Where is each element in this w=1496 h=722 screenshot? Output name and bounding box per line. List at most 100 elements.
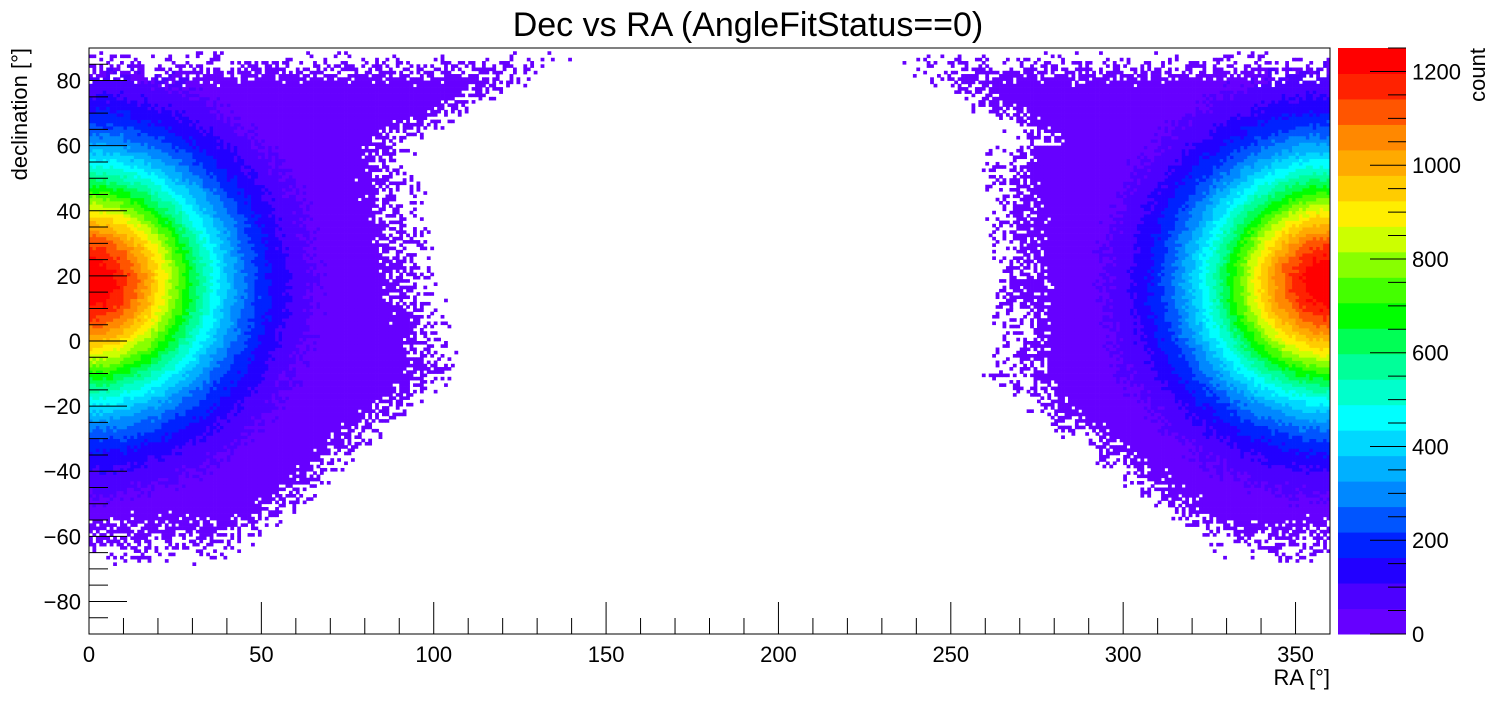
heatmap-cell [140,269,145,273]
heatmap-cell [195,187,200,192]
heatmap-cell [99,103,104,107]
heatmap-cell [154,90,159,94]
heatmap-cell [147,152,152,156]
heatmap-cell [171,152,176,156]
heatmap-cell [99,419,104,423]
heatmap-cell [182,383,186,387]
heatmap-cell [130,546,135,550]
heatmap-cell [99,520,104,524]
heatmap-cell [144,432,148,436]
heatmap-cell [171,533,176,537]
heatmap-cell [147,347,152,352]
heatmap-cell [168,347,173,352]
heatmap-cell [130,132,135,137]
heatmap-cell [137,542,142,547]
heatmap-cell [113,419,117,423]
heatmap-cell [120,178,124,182]
heatmap-cell [202,113,207,117]
heatmap-cell [126,311,131,316]
heatmap-cell [175,132,179,137]
heatmap-cell [164,393,169,397]
heatmap-cell [164,484,169,488]
heatmap-cell [192,490,197,495]
heatmap-cell [133,445,138,449]
heatmap-cell [109,350,114,355]
heatmap-cell [99,441,104,446]
heatmap-cell [199,187,204,192]
heatmap-cell [126,135,131,140]
heatmap-cell [140,412,145,417]
heatmap-cell [154,139,159,143]
heatmap-cell [123,510,128,514]
heatmap-cell [95,305,100,309]
heatmap-cell [175,158,179,163]
heatmap-cell [171,171,176,176]
heatmap-cell [92,347,97,352]
heatmap-cell [188,181,193,186]
heatmap-cell [116,77,121,81]
heatmap-cell [171,184,176,189]
heatmap-cell [126,93,131,98]
heatmap-cell [178,230,183,234]
heatmap-cell [144,363,148,368]
heatmap-cell [144,480,148,485]
heatmap-cell [147,435,152,440]
heatmap-cell [126,80,131,85]
heatmap-cell [102,331,107,335]
heatmap-cell [113,354,117,358]
heatmap-cell [99,106,104,111]
heatmap-cell [151,168,155,173]
heatmap-cell [120,510,124,514]
heatmap-cell [202,477,207,482]
heatmap-cell [185,396,190,400]
heatmap-cell [95,122,100,127]
heatmap-cell [120,445,124,449]
heatmap-cell [133,510,138,514]
heatmap-cell [137,220,142,225]
heatmap-cell [168,54,173,59]
heatmap-cell [192,210,197,215]
heatmap-cell [185,415,190,420]
heatmap-cell [92,152,97,156]
heatmap-cell [106,233,111,238]
heatmap-cell [140,126,145,130]
heatmap-cell [92,282,97,287]
heatmap-cell [95,256,100,260]
heatmap-cell [157,376,162,381]
heatmap-cell [116,500,121,505]
heatmap-cell [171,148,176,153]
heatmap-cell [92,275,97,280]
heatmap-cell [120,347,124,352]
heatmap-cell [202,266,207,270]
heatmap-cell [137,510,142,514]
heatmap-cells [89,51,1331,566]
heatmap-cell [92,220,97,225]
heatmap-cell [113,308,117,313]
heatmap-cell [192,409,197,413]
heatmap-cell [171,220,176,225]
heatmap-cell [137,145,142,150]
heatmap-cell [113,282,117,287]
heatmap-cell [192,275,197,280]
heatmap-cell [140,168,145,173]
heatmap-cell [102,90,107,94]
heatmap-cell [99,223,104,228]
heatmap-cell [140,318,145,322]
heatmap-cell [120,220,124,225]
heatmap-cell [102,165,107,169]
heatmap-cell [185,516,190,521]
heatmap-cell [182,96,186,101]
heatmap-cell [113,301,117,306]
heatmap-cell [151,139,155,143]
heatmap-cell [161,210,166,215]
heatmap-cell [123,360,128,365]
heatmap-cell [123,100,128,104]
heatmap-cell [126,494,131,498]
heatmap-cell [133,246,138,251]
heatmap-cell [106,275,111,280]
heatmap-cell [151,500,155,505]
heatmap-cell [116,246,121,251]
heatmap-cell [106,214,111,218]
heatmap-cell [147,103,152,107]
heatmap-cell [154,87,159,91]
